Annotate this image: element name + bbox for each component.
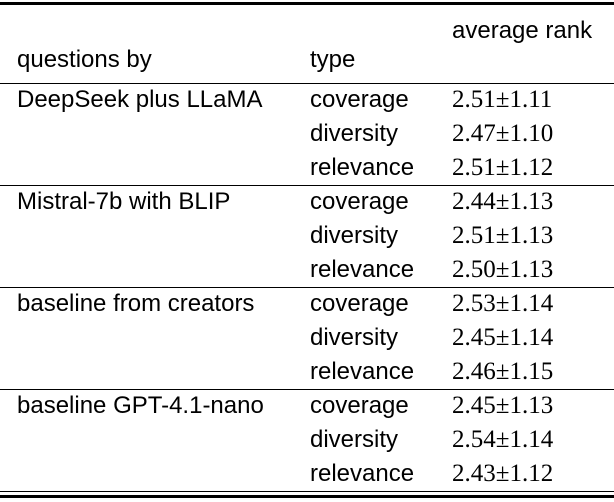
type-cell: relevance bbox=[310, 153, 415, 181]
table-row: relevance 2.46±1.15 bbox=[0, 355, 614, 389]
average-rank-table: questions by type average rank DeepSeek … bbox=[0, 5, 614, 492]
group-name-cell bbox=[0, 355, 310, 389]
type-cell: coverage bbox=[310, 86, 409, 114]
table-row: diversity 2.45±1.14 bbox=[0, 321, 614, 355]
group-name-cell bbox=[0, 423, 310, 457]
rank-cell: 2.43±1.12 bbox=[452, 459, 554, 487]
group-name-cell bbox=[0, 151, 310, 185]
group-name-cell bbox=[0, 457, 310, 491]
table-row: relevance 2.43±1.12 bbox=[0, 457, 614, 491]
group-baseline-gpt-4-1-nano: baseline GPT-4.1-nano coverage 2.45±1.13… bbox=[0, 389, 614, 491]
group-deepseek-plus-llama: DeepSeek plus LLaMA coverage 2.51±1.11 d… bbox=[0, 83, 614, 185]
type-cell: diversity bbox=[310, 222, 399, 249]
header-average-rank: average rank bbox=[452, 17, 593, 44]
group-name-cell: baseline GPT-4.1-nano bbox=[17, 392, 264, 420]
rank-cell: 2.45±1.13 bbox=[452, 392, 554, 420]
type-cell: diversity bbox=[310, 426, 399, 453]
group-name-cell: baseline from creators bbox=[17, 290, 255, 318]
rank-cell: 2.50±1.13 bbox=[452, 255, 554, 283]
table-row: diversity 2.51±1.13 bbox=[0, 219, 614, 253]
table-row: relevance 2.50±1.13 bbox=[0, 253, 614, 287]
table-top-rule bbox=[0, 2, 614, 5]
rank-cell: 2.47±1.10 bbox=[452, 120, 554, 147]
rank-cell: 2.46±1.15 bbox=[452, 357, 554, 385]
table-row: baseline from creators coverage 2.53±1.1… bbox=[0, 287, 614, 321]
group-name-cell bbox=[0, 321, 310, 355]
table-row: baseline GPT-4.1-nano coverage 2.45±1.13 bbox=[0, 389, 614, 423]
type-cell: diversity bbox=[310, 324, 399, 351]
type-cell: relevance bbox=[310, 459, 415, 487]
header-questions-by: questions by bbox=[17, 45, 152, 73]
rank-cell: 2.45±1.14 bbox=[452, 324, 554, 351]
group-name-cell bbox=[0, 253, 310, 287]
group-name-cell: Mistral-7b with BLIP bbox=[17, 188, 231, 216]
group-mistral-7b-with-blip: Mistral-7b with BLIP coverage 2.44±1.13 … bbox=[0, 185, 614, 287]
group-baseline-from-creators: baseline from creators coverage 2.53±1.1… bbox=[0, 287, 614, 389]
type-cell: diversity bbox=[310, 120, 399, 147]
group-name-cell: DeepSeek plus LLaMA bbox=[17, 86, 263, 114]
table-bottom-rule bbox=[0, 494, 614, 498]
group-name-cell bbox=[0, 219, 310, 253]
rank-cell: 2.51±1.13 bbox=[452, 222, 554, 249]
rank-cell: 2.44±1.13 bbox=[452, 188, 554, 216]
type-cell: relevance bbox=[310, 357, 415, 385]
rank-cell: 2.53±1.14 bbox=[452, 290, 554, 318]
rank-cell: 2.51±1.12 bbox=[452, 153, 554, 181]
header-type: type bbox=[310, 45, 356, 73]
table-row: Mistral-7b with BLIP coverage 2.44±1.13 bbox=[0, 185, 614, 219]
table-row: diversity 2.54±1.14 bbox=[0, 423, 614, 457]
table-row: DeepSeek plus LLaMA coverage 2.51±1.11 bbox=[0, 83, 614, 117]
group-name-cell bbox=[0, 117, 310, 151]
type-cell: coverage bbox=[310, 290, 409, 318]
type-cell: coverage bbox=[310, 188, 409, 216]
rank-cell: 2.51±1.11 bbox=[452, 86, 553, 114]
rank-cell: 2.54±1.14 bbox=[452, 426, 554, 453]
type-cell: coverage bbox=[310, 392, 409, 420]
table-header: questions by type average rank bbox=[0, 5, 614, 83]
table-row: diversity 2.47±1.10 bbox=[0, 117, 614, 151]
table-row: relevance 2.51±1.12 bbox=[0, 151, 614, 185]
type-cell: relevance bbox=[310, 255, 415, 283]
header-row: questions by type average rank bbox=[0, 5, 614, 83]
